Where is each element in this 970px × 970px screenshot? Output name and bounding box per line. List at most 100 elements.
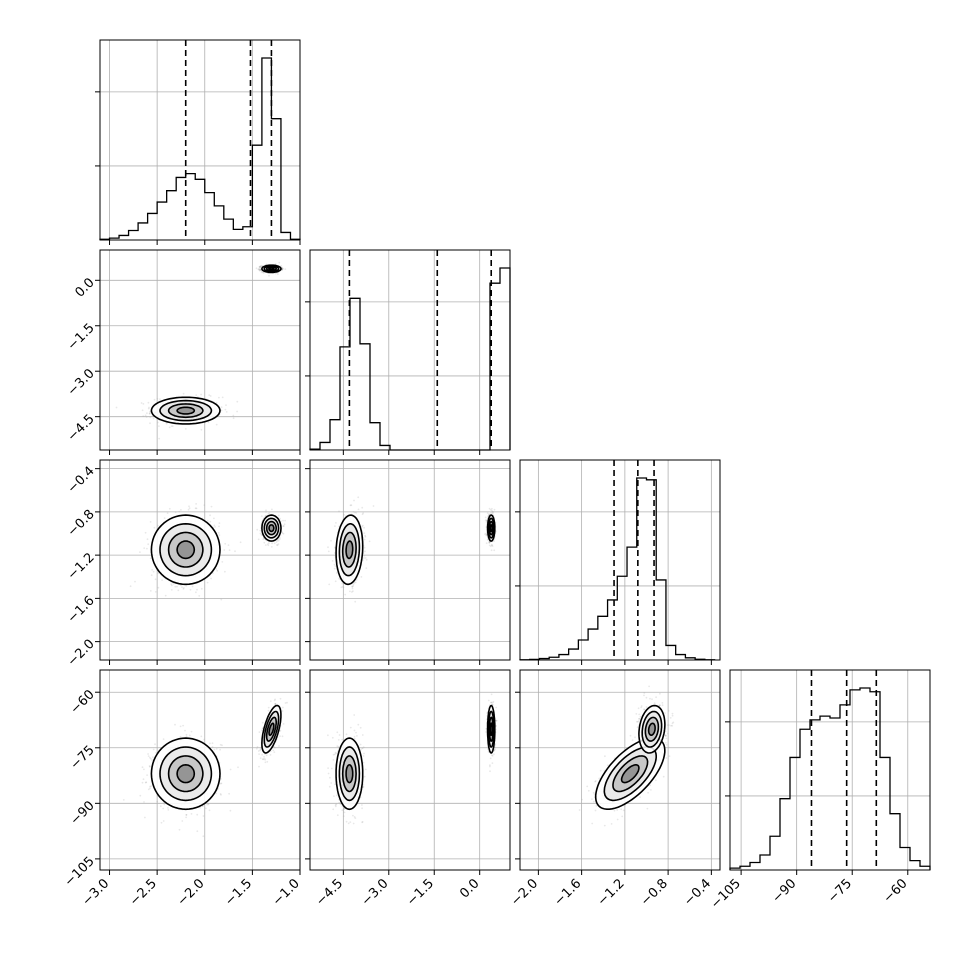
sample-point	[154, 743, 156, 746]
sample-point	[216, 569, 219, 572]
sample-point	[178, 828, 181, 831]
sample-point	[265, 754, 268, 757]
sample-point	[340, 586, 343, 589]
sample-point	[148, 412, 151, 415]
sample-point	[258, 269, 261, 272]
sample-point	[269, 700, 272, 703]
sample-point	[217, 532, 220, 534]
sample-point	[491, 545, 494, 547]
sample-point	[194, 507, 197, 510]
sample-point	[359, 726, 362, 729]
sample-point	[490, 549, 493, 552]
sample-point	[489, 545, 492, 548]
sample-point	[160, 821, 163, 824]
sample-point	[185, 584, 188, 587]
sample-point	[224, 570, 226, 573]
sample-point	[328, 583, 331, 586]
sample-point	[177, 589, 180, 592]
sample-point	[341, 582, 344, 585]
sample-point	[485, 532, 488, 535]
sample-point	[345, 733, 348, 736]
sample-point	[146, 774, 149, 776]
sample-point	[357, 496, 360, 499]
sample-point	[159, 398, 161, 400]
sample-point	[185, 733, 188, 736]
sample-point	[139, 794, 142, 797]
sample-point	[218, 522, 221, 524]
sample-point	[274, 702, 277, 705]
sample-point	[162, 820, 165, 822]
sample-point	[202, 835, 205, 838]
sample-point	[278, 536, 281, 539]
sample-point	[275, 541, 278, 543]
sample-point	[170, 584, 173, 587]
sample-point	[279, 517, 281, 520]
sample-point	[341, 809, 344, 812]
sample-point	[144, 781, 147, 784]
sample-point	[359, 748, 362, 751]
sample-point	[353, 582, 356, 584]
sample-point	[274, 698, 276, 701]
sample-point	[220, 782, 223, 785]
sample-point	[223, 549, 226, 551]
sample-point	[349, 504, 352, 507]
sample-point	[185, 814, 188, 816]
sample-point	[281, 710, 284, 712]
sample-point	[263, 757, 266, 760]
sample-point	[140, 402, 143, 404]
sample-point	[352, 583, 355, 586]
sample-point	[485, 542, 488, 545]
sample-point	[353, 499, 355, 502]
sample-point	[190, 813, 193, 815]
sample-point	[349, 821, 352, 823]
sample-point	[152, 756, 154, 759]
sample-point	[278, 745, 280, 747]
sample-point	[213, 748, 216, 751]
sample-point	[155, 751, 158, 754]
sample-point	[180, 509, 182, 511]
sample-point	[164, 594, 167, 597]
sample-point	[182, 392, 185, 395]
sample-point	[171, 425, 174, 427]
sample-point	[210, 577, 213, 580]
sample-point	[198, 595, 201, 597]
sample-point	[351, 585, 354, 588]
sample-point	[158, 425, 160, 427]
sample-point	[355, 511, 358, 514]
sample-point	[361, 807, 363, 810]
sample-point	[264, 761, 267, 764]
sample-point	[333, 753, 336, 756]
sample-point	[334, 751, 337, 754]
sample-point	[196, 813, 199, 816]
sample-point	[361, 524, 364, 527]
sample-point	[228, 792, 231, 795]
sample-point	[283, 525, 285, 527]
sample-point	[351, 585, 354, 588]
sample-point	[259, 265, 261, 268]
sample-point	[166, 512, 169, 514]
sample-point	[263, 541, 266, 544]
sample-point	[491, 510, 493, 512]
sample-point	[174, 585, 177, 588]
sample-point	[485, 519, 488, 522]
sample-point	[355, 579, 358, 581]
sample-point	[277, 539, 280, 542]
sample-point	[182, 724, 185, 727]
sample-point	[190, 730, 193, 733]
sample-point	[365, 558, 368, 561]
sample-point	[327, 734, 329, 737]
sample-point	[332, 808, 335, 811]
sample-point	[229, 809, 232, 812]
sample-point	[352, 822, 355, 825]
sample-point	[167, 807, 169, 809]
sample-point	[122, 799, 125, 801]
sample-point	[260, 515, 263, 517]
sample-point	[337, 745, 340, 748]
sample-point	[368, 540, 371, 543]
sample-point	[335, 752, 337, 755]
sample-point	[265, 509, 267, 512]
sample-point	[185, 814, 188, 816]
sample-point	[220, 794, 222, 796]
sample-point	[262, 271, 264, 274]
